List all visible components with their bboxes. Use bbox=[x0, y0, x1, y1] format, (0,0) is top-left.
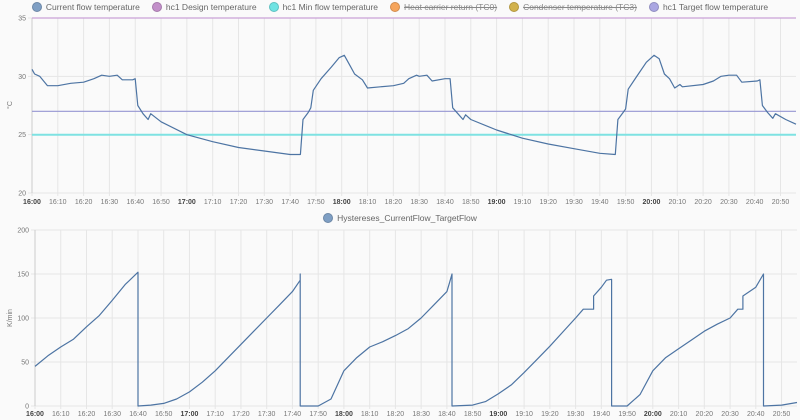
x-tick-label: 16:00 bbox=[26, 411, 44, 418]
y-tick-label: 150 bbox=[17, 272, 29, 279]
legend-label: hc1 Min flow temperature bbox=[282, 2, 379, 12]
y-axis-label: K/min bbox=[7, 309, 14, 327]
legend-label: Hystereses_CurrentFlow_TargetFlow bbox=[337, 213, 477, 223]
x-tick-label: 17:20 bbox=[232, 411, 250, 418]
legend-item[interactable]: hc1 Design temperature bbox=[151, 2, 257, 12]
x-tick-label: 18:20 bbox=[385, 199, 403, 206]
x-tick-label: 18:00 bbox=[333, 199, 351, 206]
legend-item[interactable]: Current flow temperature bbox=[31, 2, 140, 12]
y-tick-label: 100 bbox=[17, 316, 29, 323]
x-tick-label: 16:20 bbox=[78, 411, 96, 418]
x-tick-label: 20:40 bbox=[746, 199, 764, 206]
x-tick-label: 18:50 bbox=[464, 411, 482, 418]
x-tick-label: 16:50 bbox=[152, 199, 170, 206]
legend-swatch-icon bbox=[151, 2, 162, 12]
legend-item[interactable]: Heat carrier return (TC0) bbox=[390, 2, 497, 12]
x-tick-label: 20:40 bbox=[747, 411, 765, 418]
x-tick-label: 18:40 bbox=[438, 411, 456, 418]
x-tick-label: 18:00 bbox=[335, 411, 353, 418]
y-tick-label: 200 bbox=[17, 228, 29, 235]
x-tick-label: 20:20 bbox=[696, 411, 714, 418]
y-axis-label: °C bbox=[6, 101, 14, 109]
legend-swatch-icon bbox=[268, 2, 279, 12]
x-tick-label: 19:50 bbox=[618, 411, 636, 418]
y-tick-label: 35 bbox=[18, 16, 26, 23]
x-tick-label: 18:50 bbox=[462, 199, 480, 206]
legend-swatch-icon bbox=[31, 2, 42, 12]
x-tick-label: 19:50 bbox=[617, 199, 635, 206]
x-tick-label: 20:50 bbox=[773, 411, 791, 418]
top-chart-legend: Current flow temperature hc1 Design tempe… bbox=[0, 2, 800, 12]
x-tick-label: 20:50 bbox=[772, 199, 790, 206]
legend-label: Heat carrier return (TC0) bbox=[404, 2, 498, 12]
x-tick-label: 19:40 bbox=[593, 411, 611, 418]
series-line-current-flow-temperature bbox=[31, 54, 797, 156]
x-tick-label: 19:30 bbox=[565, 199, 583, 206]
legend-swatch-icon bbox=[648, 2, 659, 12]
legend-swatch-icon bbox=[509, 2, 520, 12]
x-tick-label: 16:30 bbox=[103, 411, 121, 418]
legend-swatch-icon bbox=[323, 213, 334, 223]
x-tick-label: 18:10 bbox=[359, 199, 377, 206]
x-tick-label: 17:20 bbox=[230, 199, 248, 206]
y-tick-label: 20 bbox=[18, 191, 26, 198]
x-tick-label: 20:30 bbox=[720, 199, 738, 206]
bottom-chart-legend: Hystereses_CurrentFlow_TargetFlow bbox=[0, 213, 800, 223]
x-tick-label: 17:30 bbox=[258, 411, 276, 418]
x-tick-label: 19:10 bbox=[514, 199, 532, 206]
x-tick-label: 17:40 bbox=[281, 199, 299, 206]
x-tick-label: 16:20 bbox=[75, 199, 93, 206]
x-tick-label: 19:20 bbox=[541, 411, 559, 418]
x-tick-label: 16:10 bbox=[52, 411, 70, 418]
x-tick-label: 17:00 bbox=[181, 411, 199, 418]
x-tick-label: 19:40 bbox=[591, 199, 609, 206]
x-tick-label: 20:00 bbox=[643, 199, 661, 206]
x-tick-label: 16:30 bbox=[101, 199, 119, 206]
x-tick-label: 17:10 bbox=[206, 411, 224, 418]
x-tick-label: 18:40 bbox=[436, 199, 454, 206]
x-tick-label: 17:30 bbox=[256, 199, 274, 206]
legend-swatch-icon bbox=[390, 2, 401, 12]
x-tick-label: 19:20 bbox=[539, 199, 557, 206]
x-tick-label: 16:40 bbox=[126, 199, 144, 206]
x-tick-label: 19:00 bbox=[488, 199, 506, 206]
x-tick-label: 17:00 bbox=[178, 199, 196, 206]
x-tick-label: 16:00 bbox=[23, 199, 41, 206]
x-tick-label: 19:00 bbox=[489, 411, 507, 418]
y-tick-label: 25 bbox=[18, 132, 26, 139]
x-tick-label: 17:10 bbox=[204, 199, 222, 206]
x-tick-label: 16:10 bbox=[49, 199, 67, 206]
legend-label: Current flow temperature bbox=[45, 2, 140, 12]
x-tick-label: 18:20 bbox=[387, 411, 405, 418]
x-tick-label: 20:10 bbox=[670, 411, 688, 418]
x-tick-label: 19:10 bbox=[515, 411, 533, 418]
legend-item[interactable]: hc1 Target flow temperature bbox=[648, 2, 769, 12]
x-tick-label: 18:30 bbox=[410, 199, 428, 206]
legend-label: hc1 Design temperature bbox=[165, 2, 257, 12]
legend-item[interactable]: hc1 Min flow temperature bbox=[268, 2, 379, 12]
x-tick-label: 20:00 bbox=[644, 411, 662, 418]
legend-item[interactable]: Hystereses_CurrentFlow_TargetFlow bbox=[323, 213, 477, 223]
y-tick-label: 30 bbox=[18, 74, 26, 81]
x-tick-label: 17:40 bbox=[284, 411, 302, 418]
x-tick-label: 18:10 bbox=[361, 411, 379, 418]
y-tick-label: 50 bbox=[21, 360, 29, 367]
x-tick-label: 20:10 bbox=[669, 199, 687, 206]
x-tick-label: 16:40 bbox=[129, 411, 147, 418]
x-tick-label: 20:30 bbox=[721, 411, 739, 418]
legend-item[interactable]: Condenser temperature (TC3) bbox=[509, 2, 637, 12]
x-tick-label: 19:30 bbox=[567, 411, 585, 418]
series-line-hystereses-currentflow-targetflow bbox=[34, 271, 798, 407]
x-tick-label: 17:50 bbox=[309, 411, 327, 418]
legend-label: Condenser temperature (TC3) bbox=[523, 2, 637, 12]
x-tick-label: 16:50 bbox=[155, 411, 173, 418]
x-tick-label: 18:30 bbox=[412, 411, 430, 418]
x-tick-label: 20:20 bbox=[694, 199, 712, 206]
legend-label: hc1 Target flow temperature bbox=[662, 2, 769, 12]
x-tick-label: 17:50 bbox=[307, 199, 325, 206]
y-tick-label: 0 bbox=[25, 404, 29, 411]
